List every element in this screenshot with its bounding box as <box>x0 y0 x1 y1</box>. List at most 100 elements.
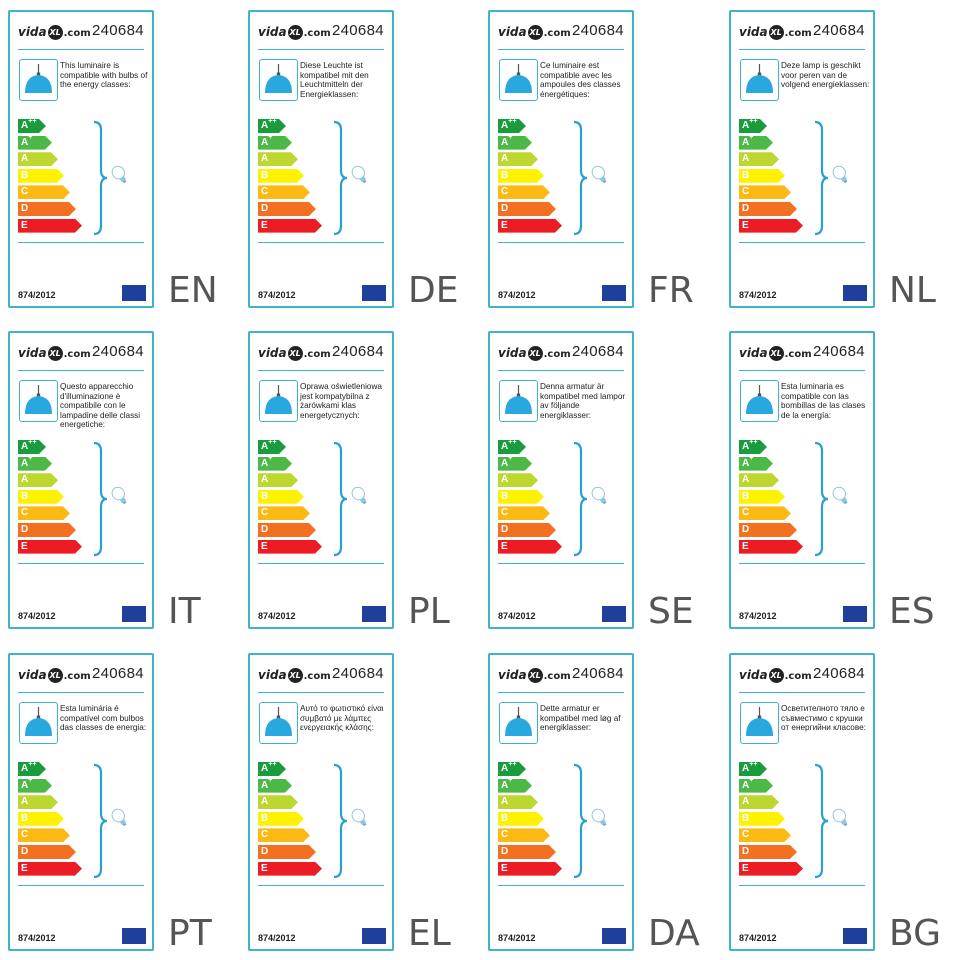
brand-prefix: vida <box>739 668 768 682</box>
brand-suffix: .com <box>63 28 91 39</box>
divider <box>18 563 144 564</box>
light-bulb-icon <box>111 486 127 505</box>
energy-class-bar: C <box>18 828 70 842</box>
language-code-da: DA <box>648 913 700 954</box>
energy-class-letter: B <box>501 812 509 824</box>
brand-mark: XL <box>47 668 63 683</box>
energy-label-card-da: vida XL .com 240684 Dette armatur er kompa… <box>488 653 634 951</box>
light-bulb-icon <box>351 165 367 184</box>
pendant-lamp-icon <box>499 380 538 422</box>
energy-class-letter: A <box>501 457 509 469</box>
divider <box>498 49 624 50</box>
energy-class-letter: E <box>742 862 749 874</box>
regulation-number: 874/2012 <box>498 933 536 943</box>
brand-mark: XL <box>287 25 303 40</box>
energy-class-letter: D <box>21 523 29 535</box>
energy-class-modifier: + <box>268 777 273 785</box>
energy-class-letter: A <box>261 136 269 148</box>
energy-class-bar: A <box>739 152 779 166</box>
energy-class-letter: B <box>261 169 269 181</box>
energy-class-letter: A <box>742 763 750 774</box>
brand-suffix: .com <box>784 28 812 39</box>
energy-class-letter: C <box>21 507 29 519</box>
brand-suffix: .com <box>63 349 91 360</box>
light-bulb-icon <box>832 808 848 827</box>
energy-class-letter: A <box>21 763 29 774</box>
energy-class-bar: E <box>258 219 322 233</box>
brand-logo: vida XL .com <box>18 346 91 361</box>
light-bulb-icon <box>591 808 607 827</box>
brand-prefix: vida <box>18 668 47 682</box>
energy-class-letter: C <box>21 829 29 841</box>
compatibility-text: Deze lamp is geschikt voor peren van de … <box>781 61 870 90</box>
divider <box>258 692 384 693</box>
energy-class-letter: C <box>261 829 269 841</box>
eu-flag-icon <box>362 606 386 622</box>
energy-class-scale: A++ A+ A B C D E <box>258 119 328 235</box>
energy-class-modifier: + <box>749 455 754 463</box>
right-brace-icon <box>93 763 108 879</box>
brand-prefix: vida <box>498 25 527 39</box>
energy-class-scale: A++ A+ A B C D E <box>739 762 809 878</box>
divider <box>258 49 384 50</box>
energy-class-bar: C <box>258 506 310 520</box>
energy-class-letter: A <box>742 796 750 808</box>
brand-prefix: vida <box>739 346 768 360</box>
energy-class-bar: A <box>258 795 298 809</box>
energy-label-card-pl: vida XL .com 240684 Oprawa oświetleniowa j… <box>248 331 394 629</box>
energy-class-scale: A++ A+ A B C D E <box>18 440 88 556</box>
energy-class-bar: A++ <box>18 440 46 454</box>
language-code-it: IT <box>168 591 201 632</box>
energy-class-bar: E <box>739 219 803 233</box>
energy-class-bar: D <box>498 523 556 537</box>
energy-class-letter: C <box>261 186 269 198</box>
energy-class-bar: A++ <box>18 119 46 133</box>
energy-class-bar: B <box>739 812 785 826</box>
energy-class-letter: B <box>261 490 269 502</box>
regulation-number: 874/2012 <box>498 611 536 621</box>
divider <box>18 242 144 243</box>
right-brace-icon <box>573 441 588 557</box>
regulation-number: 874/2012 <box>258 933 296 943</box>
pendant-lamp-icon <box>499 59 538 101</box>
light-bulb-icon <box>351 486 367 505</box>
energy-class-letter: A <box>261 763 269 774</box>
energy-class-letter: C <box>501 507 509 519</box>
divider <box>18 49 144 50</box>
compatibility-text: Denna armatur är kompatibel med lampor a… <box>540 382 626 420</box>
model-number: 240684 <box>332 665 384 682</box>
brand-prefix: vida <box>258 346 287 360</box>
energy-class-letter: D <box>501 202 509 214</box>
right-brace-icon <box>814 441 829 557</box>
brand-mark: XL <box>527 668 543 683</box>
energy-class-letter: E <box>261 540 268 552</box>
right-brace-icon <box>333 763 348 879</box>
energy-class-letter: A <box>261 779 269 791</box>
energy-class-modifier: + <box>28 455 33 463</box>
pendant-lamp-icon <box>19 380 58 422</box>
pendant-lamp-icon <box>740 59 779 101</box>
energy-class-letter: A <box>742 474 750 486</box>
energy-class-bar: E <box>498 219 562 233</box>
energy-class-modifier: ++ <box>749 438 758 446</box>
energy-class-letter: A <box>742 779 750 791</box>
energy-class-bar: C <box>498 828 550 842</box>
energy-class-bar: E <box>18 862 82 876</box>
energy-class-letter: E <box>501 219 508 231</box>
energy-class-letter: A <box>501 779 509 791</box>
light-bulb-icon <box>111 165 127 184</box>
energy-class-bar: B <box>739 169 785 183</box>
compatibility-text: Осветителното тяло е съвместимо с крушки… <box>781 704 866 733</box>
energy-class-bar: C <box>258 828 310 842</box>
right-brace-icon <box>93 120 108 236</box>
energy-class-letter: D <box>261 202 269 214</box>
energy-class-bar: D <box>498 202 556 216</box>
energy-class-letter: A <box>261 796 269 808</box>
light-bulb-icon <box>832 486 848 505</box>
brand-logo: vida XL .com <box>258 346 331 361</box>
energy-class-letter: E <box>261 862 268 874</box>
energy-class-letter: E <box>501 862 508 874</box>
energy-class-bar: A+ <box>258 457 292 471</box>
brand-mark: XL <box>287 346 303 361</box>
divider <box>739 370 865 371</box>
